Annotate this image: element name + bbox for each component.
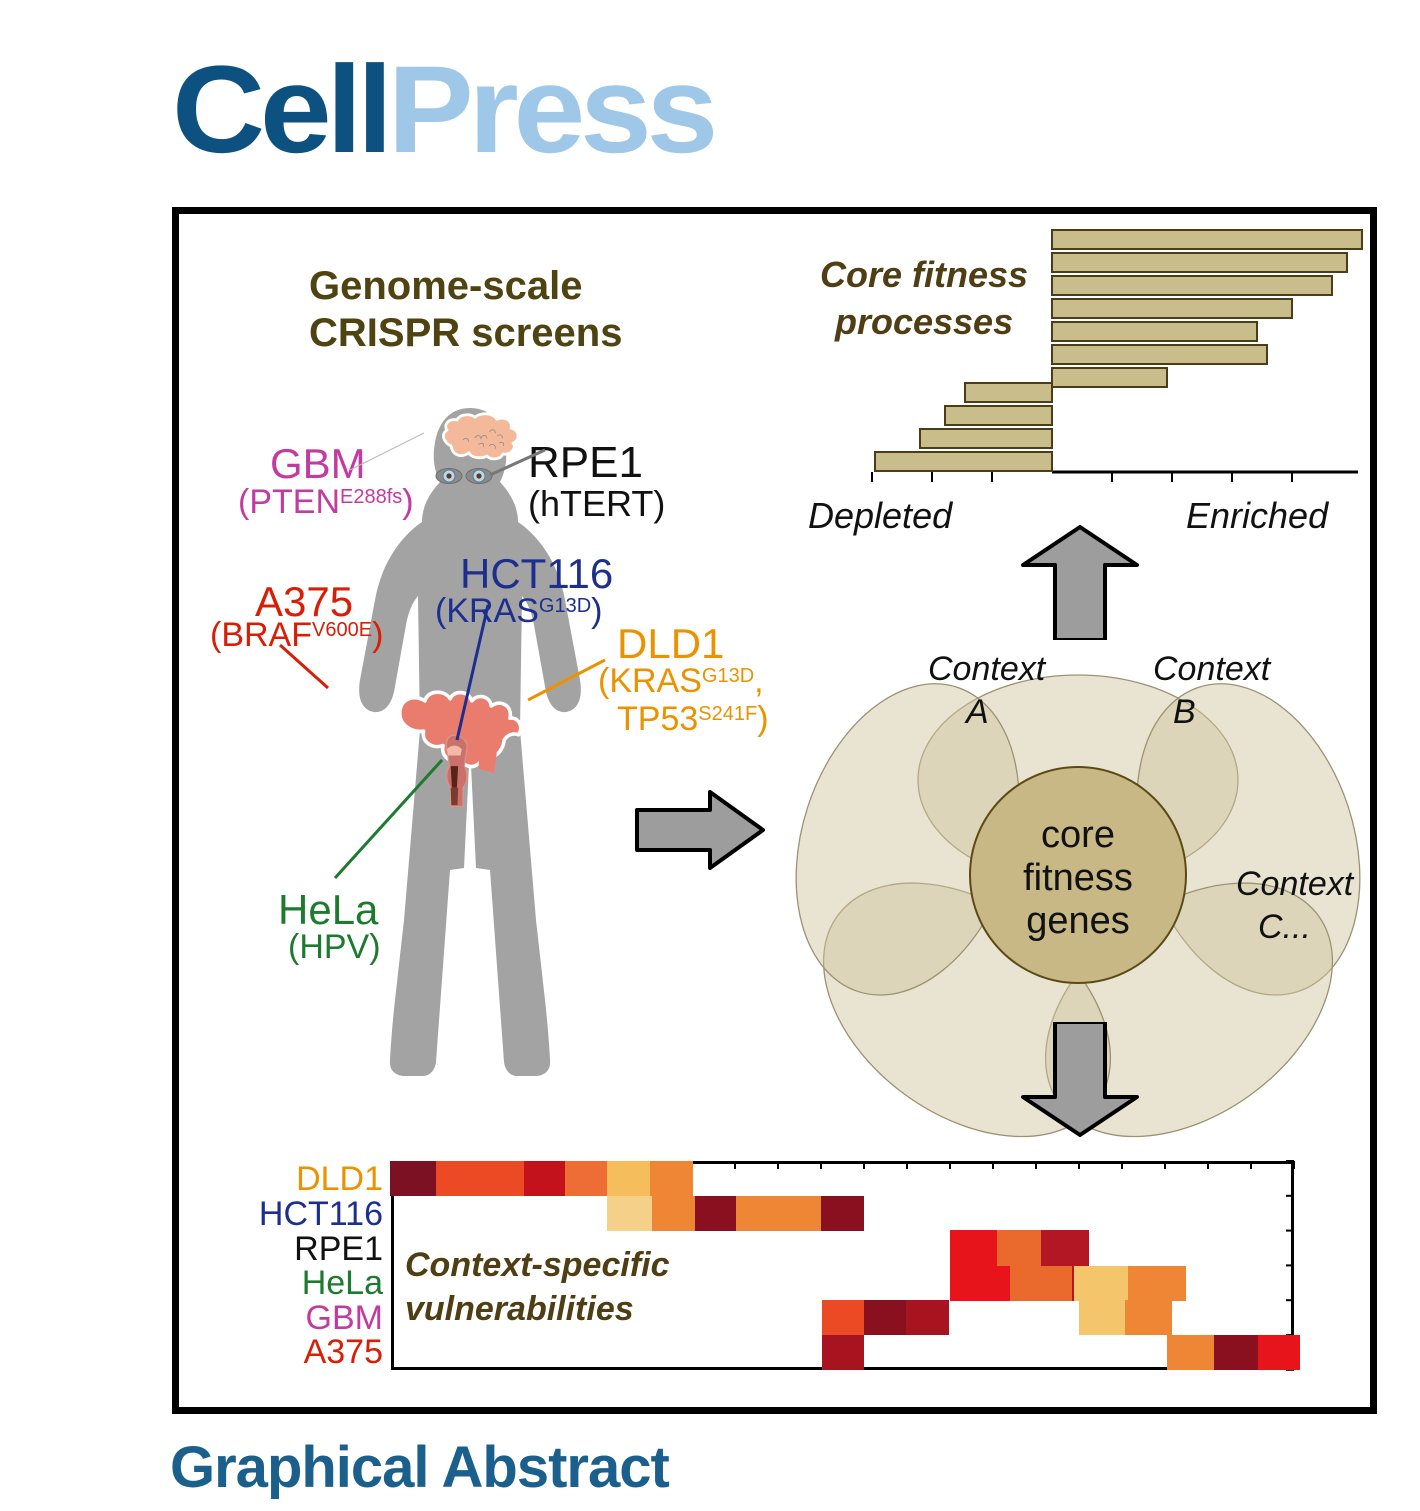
svg-text:Context: Context [1153, 650, 1272, 688]
svg-text:fitness: fitness [1023, 857, 1133, 899]
svg-text:Context: Context [928, 650, 1047, 688]
svg-text:B: B [1173, 693, 1196, 731]
svg-text:Context: Context [1236, 865, 1355, 903]
svg-text:A: A [964, 693, 989, 731]
svg-text:core: core [1041, 814, 1115, 856]
svg-text:genes: genes [1026, 900, 1130, 942]
svg-text:C...: C... [1258, 908, 1311, 946]
